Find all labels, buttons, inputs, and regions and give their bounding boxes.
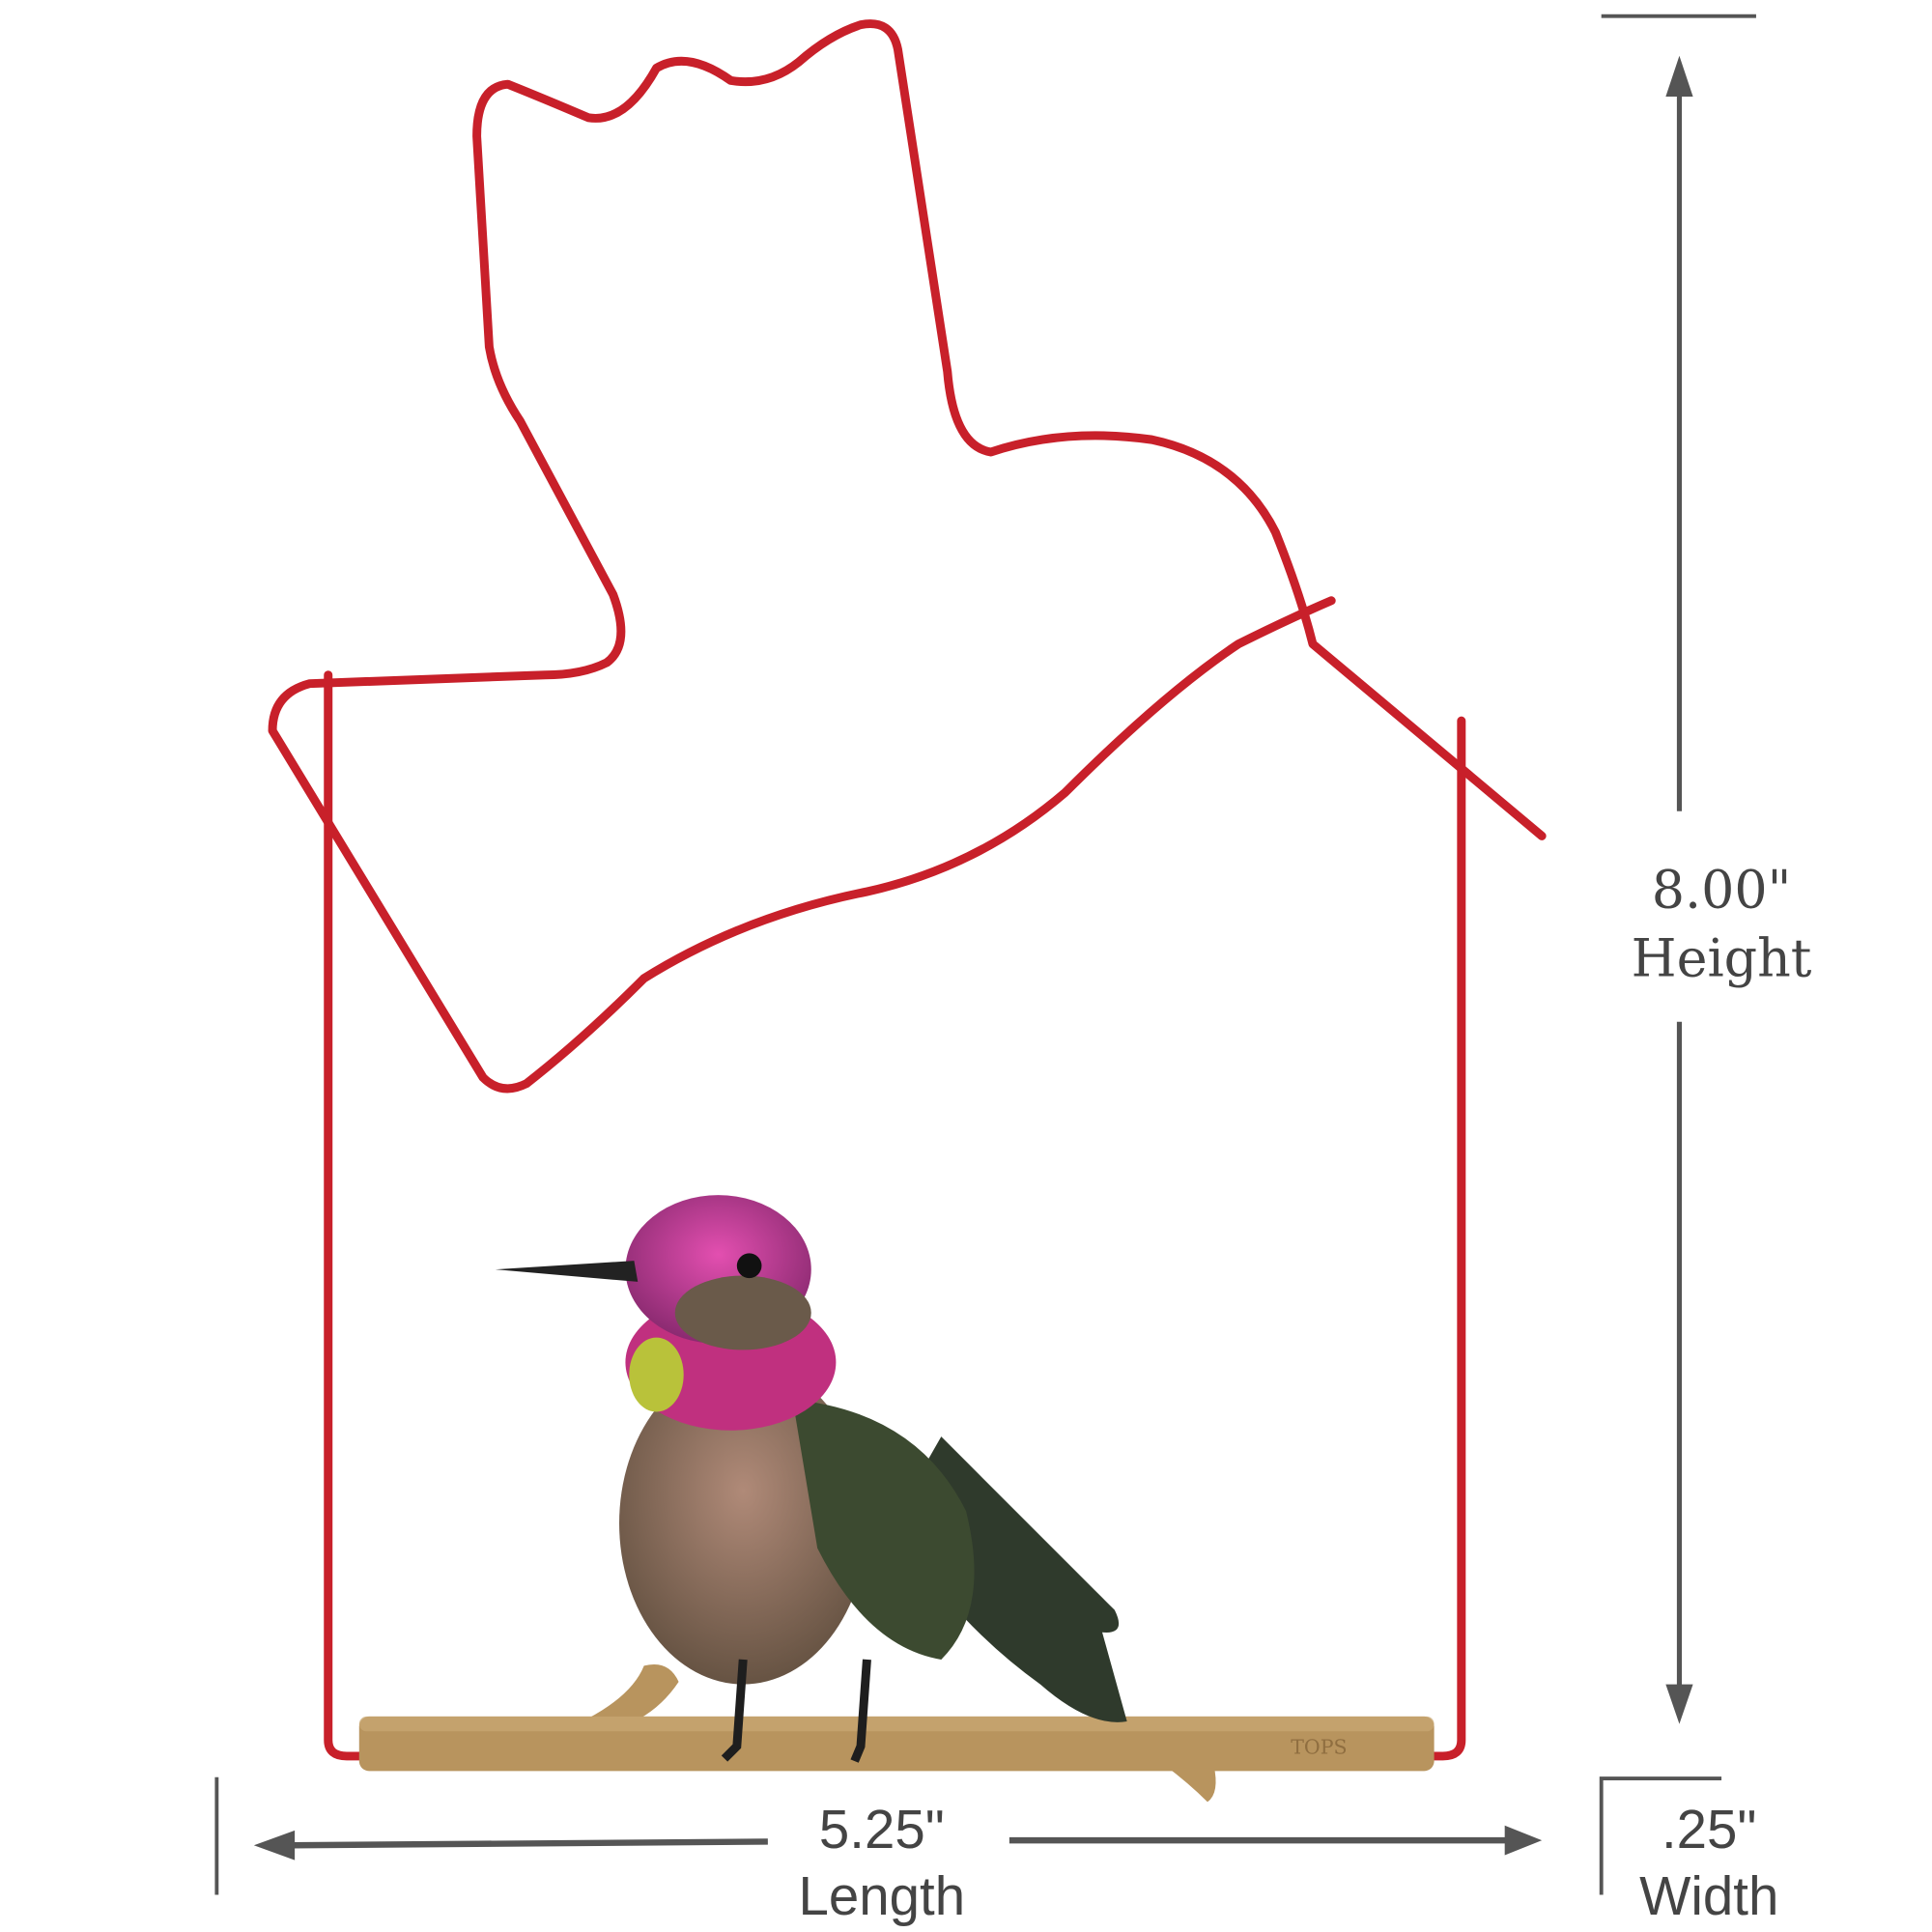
frame-left-wire [324,670,366,1761]
width-label: Width [1639,1865,1778,1926]
frame-right-wire [1430,716,1466,1761]
arrow-left-icon [253,1830,296,1861]
height-label: Height [1632,927,1812,988]
hummingbird-image [495,1195,1127,1763]
length-value: 5.25" [819,1799,945,1860]
width-dimension [1599,1776,1722,1895]
width-value: .25" [1662,1799,1756,1860]
height-value: 8.00" [1652,860,1792,921]
perch: TOPS [358,1663,1435,1803]
length-dimension [214,1776,1543,1895]
arrow-up-icon [1665,55,1693,97]
wire-hanger [268,19,1547,1761]
arrow-right-icon [1504,1825,1543,1856]
arrow-down-icon [1665,1684,1693,1724]
perch-logo: TOPS [1291,1735,1347,1758]
height-dimension [1601,14,1756,1724]
hummingbird-wire-outline [268,19,1547,1094]
length-label: Length [799,1865,966,1926]
